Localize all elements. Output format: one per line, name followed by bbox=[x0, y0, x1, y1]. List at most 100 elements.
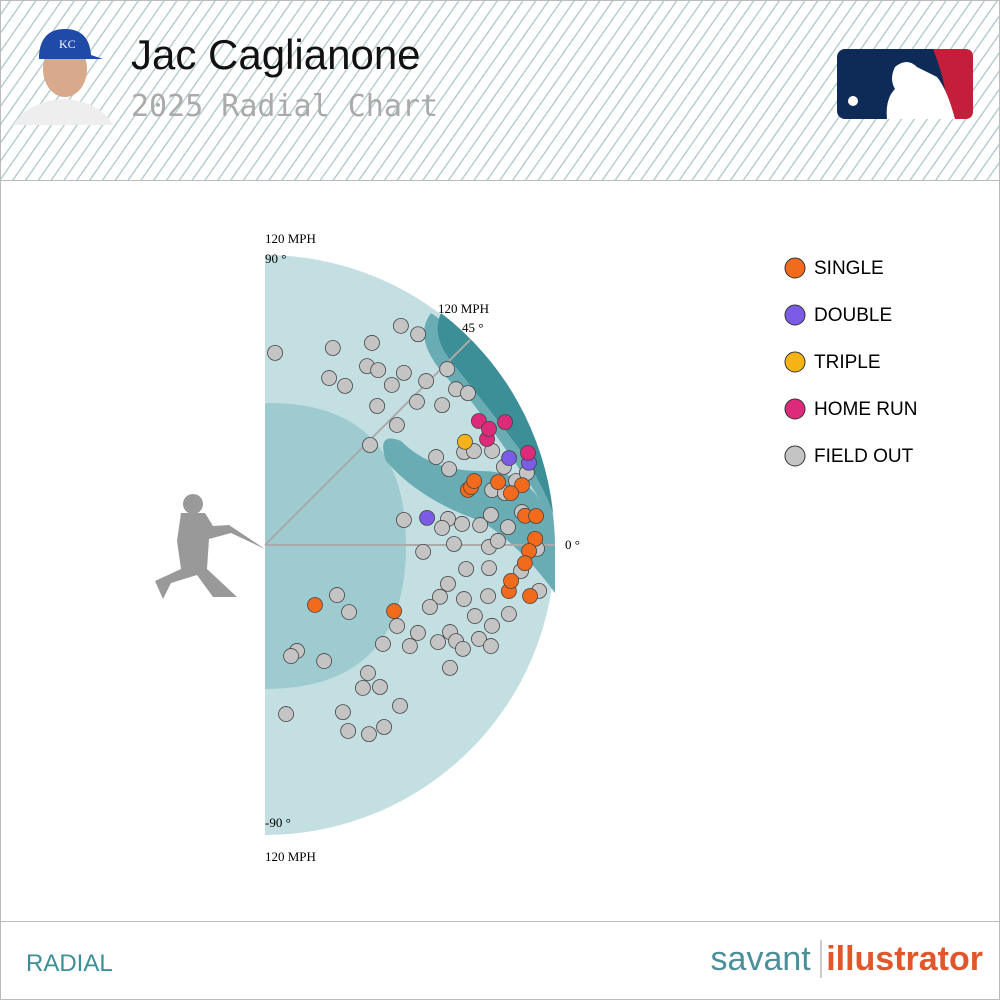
batted-ball bbox=[472, 517, 489, 533]
batted-ball bbox=[503, 485, 519, 502]
batted-ball bbox=[460, 385, 476, 402]
brand: savant illustrator bbox=[711, 940, 983, 979]
batted-ball bbox=[278, 706, 294, 722]
batted-ball bbox=[321, 370, 337, 386]
header: KC Jac Caglianone 2025 Radial Chart bbox=[1, 1, 999, 181]
legend-label: FIELD OUT bbox=[814, 446, 914, 467]
batted-ball bbox=[389, 417, 405, 433]
batted-ball bbox=[481, 420, 497, 437]
batted-ball bbox=[430, 634, 446, 650]
batted-ball bbox=[471, 631, 487, 647]
batted-ball bbox=[418, 373, 434, 389]
batted-ball bbox=[520, 445, 536, 461]
batted-ball bbox=[432, 588, 448, 605]
brand-suffix: illustrator bbox=[820, 940, 983, 978]
batted-ball bbox=[434, 520, 450, 536]
brand-name: savant bbox=[710, 940, 811, 978]
batted-ball bbox=[362, 437, 378, 453]
batted-ball bbox=[480, 588, 496, 604]
batted-ball bbox=[392, 697, 408, 714]
batted-ball bbox=[428, 449, 444, 465]
batted-ball bbox=[514, 477, 530, 494]
batted-ball bbox=[329, 587, 345, 603]
batted-ball bbox=[434, 397, 451, 414]
batted-ball bbox=[337, 377, 353, 394]
batted-ball bbox=[389, 618, 405, 634]
batted-ball bbox=[484, 617, 500, 634]
batted-ball bbox=[440, 575, 456, 592]
batted-ball bbox=[490, 533, 506, 549]
legend-marker bbox=[784, 398, 806, 420]
batted-ball bbox=[375, 636, 391, 652]
batted-ball bbox=[360, 665, 376, 681]
batted-ball bbox=[392, 317, 409, 334]
batted-ball bbox=[457, 433, 473, 450]
legend-marker bbox=[784, 257, 806, 279]
batted-ball bbox=[283, 648, 299, 664]
angle-label: 90 ° bbox=[265, 251, 286, 266]
speed-label: 120 MPH bbox=[265, 231, 316, 246]
batted-ball bbox=[376, 719, 392, 735]
footer: RADIAL savant illustrator bbox=[1, 921, 999, 999]
batted-ball bbox=[500, 519, 516, 536]
batted-ball bbox=[501, 450, 517, 466]
legend-label: TRIPLE bbox=[814, 352, 881, 373]
batted-ball bbox=[370, 362, 387, 378]
batted-ball bbox=[455, 641, 471, 657]
batted-ball bbox=[522, 588, 538, 604]
title: Jac Caglianone bbox=[131, 31, 421, 78]
batted-ball bbox=[458, 561, 474, 577]
legend-marker bbox=[784, 445, 806, 467]
batted-ball bbox=[422, 599, 438, 615]
batted-ball bbox=[441, 461, 458, 478]
subtitle: 2025 Radial Chart bbox=[131, 89, 439, 124]
batted-ball bbox=[341, 604, 357, 620]
batted-ball bbox=[340, 723, 357, 739]
batted-ball bbox=[307, 597, 323, 613]
batted-ball bbox=[401, 638, 418, 654]
barrel-zone bbox=[437, 313, 553, 513]
batted-ball bbox=[316, 653, 333, 669]
batter-silhouette bbox=[155, 494, 265, 599]
batted-ball bbox=[410, 625, 426, 641]
batted-ball bbox=[481, 560, 497, 577]
batted-ball bbox=[419, 509, 435, 526]
batted-ball bbox=[442, 660, 458, 676]
batted-ball bbox=[386, 603, 402, 619]
svg-text:KC: KC bbox=[59, 37, 76, 51]
legend-label: SINGLE bbox=[814, 258, 884, 279]
angle-label: -90 ° bbox=[265, 815, 291, 830]
speed-label: 120 MPH bbox=[265, 849, 316, 864]
batted-ball bbox=[409, 393, 425, 410]
batted-ball bbox=[482, 506, 499, 523]
batted-ball bbox=[439, 361, 456, 377]
batted-ball bbox=[354, 680, 371, 696]
legend-marker bbox=[784, 304, 806, 326]
batted-ball bbox=[528, 508, 544, 524]
batted-ball bbox=[466, 473, 483, 489]
batted-ball bbox=[361, 726, 377, 743]
legend-label: DOUBLE bbox=[814, 305, 892, 326]
batted-ball bbox=[456, 591, 472, 607]
footer-label: RADIAL bbox=[26, 950, 113, 977]
batted-ball bbox=[396, 512, 412, 528]
chart: 90 ° 120 MPH 45 ° 120 MPH 0 ° -90 ° 120 MPH SI… bbox=[155, 231, 917, 864]
batted-ball bbox=[467, 608, 483, 624]
batted-ball bbox=[410, 326, 427, 343]
batted-ball bbox=[364, 335, 380, 351]
batted-ball bbox=[482, 638, 499, 654]
batted-ball bbox=[395, 365, 412, 381]
angle-label: 45 ° bbox=[462, 320, 483, 335]
batted-ball bbox=[503, 572, 519, 589]
batted-ball bbox=[454, 516, 470, 532]
batted-ball bbox=[446, 536, 462, 552]
batted-ball bbox=[324, 340, 341, 356]
batted-ball bbox=[383, 377, 400, 393]
batted-ball bbox=[369, 398, 386, 414]
batted-ball bbox=[501, 606, 517, 622]
legend-label: HOME RUN bbox=[814, 399, 917, 420]
player-headshot: KC bbox=[13, 29, 113, 125]
speed-label: 120 MPH bbox=[438, 301, 489, 316]
batted-ball bbox=[415, 544, 432, 560]
angle-label: 0 ° bbox=[565, 537, 580, 552]
